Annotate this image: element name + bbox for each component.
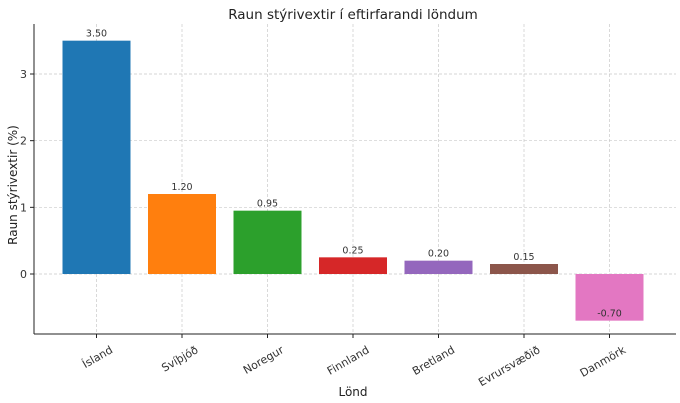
bar-value-label: -0.70 bbox=[597, 309, 622, 320]
bar bbox=[62, 40, 131, 274]
bar bbox=[575, 274, 644, 321]
bar-value-label: 0.25 bbox=[342, 245, 363, 256]
bar bbox=[148, 194, 216, 274]
bar bbox=[319, 257, 387, 274]
bar-value-label: 0.20 bbox=[428, 249, 449, 260]
x-tick-label: Noregur bbox=[241, 343, 286, 377]
bar bbox=[404, 260, 473, 274]
axes bbox=[30, 24, 676, 338]
bars bbox=[62, 40, 644, 321]
x-tick-label: Danmörk bbox=[578, 343, 629, 380]
bar-value-label: 0.15 bbox=[513, 252, 534, 263]
x-tick-label: Ísland bbox=[80, 343, 115, 371]
x-tick-label: Bretland bbox=[410, 343, 457, 378]
bar bbox=[233, 210, 302, 274]
y-tick-label: 2 bbox=[20, 135, 27, 148]
x-tick-label: Finnland bbox=[325, 343, 372, 377]
bar bbox=[490, 264, 558, 274]
y-axis-title: Raun stýrivextir (%) bbox=[6, 125, 20, 245]
y-tick-label: 0 bbox=[20, 268, 27, 281]
x-tick-label: Evrursvæðið bbox=[476, 343, 543, 389]
bar-value-label: 0.95 bbox=[257, 199, 278, 210]
y-tick-label: 3 bbox=[20, 68, 27, 81]
bar-value-label: 3.50 bbox=[86, 29, 107, 40]
x-tick-label: Svíþjóð bbox=[159, 343, 200, 374]
x-axis-title: Lönd bbox=[338, 385, 367, 399]
chart-title: Raun stýrivextir í eftirfarandi löndum bbox=[228, 7, 478, 23]
y-tick-label: 1 bbox=[20, 201, 27, 214]
bar-value-label: 1.20 bbox=[171, 182, 192, 193]
